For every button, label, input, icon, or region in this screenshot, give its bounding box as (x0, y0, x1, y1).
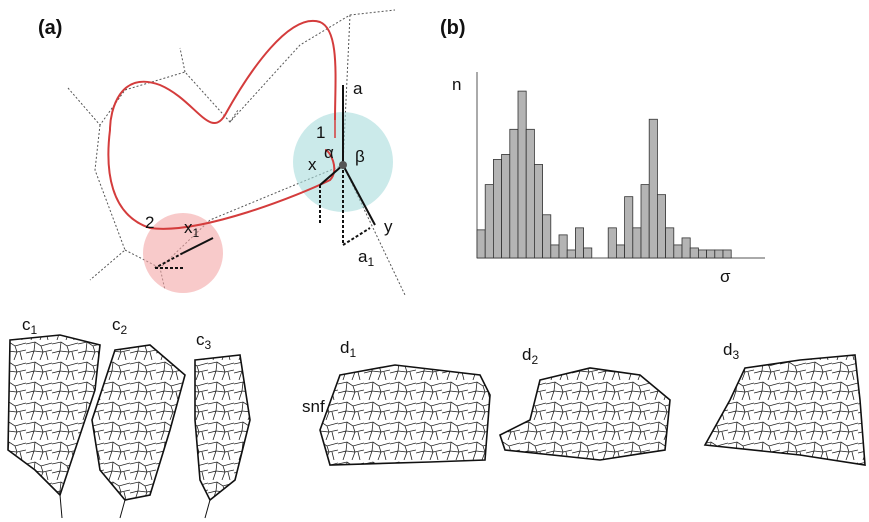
axis-label: n (452, 75, 461, 94)
bar (674, 245, 682, 258)
bar (493, 159, 501, 258)
bar (551, 245, 559, 258)
bar (584, 248, 592, 258)
panel-label: (b) (440, 17, 466, 39)
bar (526, 129, 534, 258)
figure: (a) a 1 α β x y 2 x1 a1 (b) n σ (0, 0, 869, 522)
bar (723, 250, 731, 258)
bar (567, 250, 575, 258)
panel-label: d1 (340, 338, 356, 360)
panel-label: d3 (723, 340, 739, 362)
bar (510, 129, 518, 258)
bar (682, 238, 690, 258)
bar (502, 154, 510, 258)
label: x (308, 155, 317, 174)
bar (518, 91, 526, 258)
bar (477, 230, 485, 258)
bar (707, 250, 715, 258)
label: β (355, 147, 365, 166)
label: 1 (316, 123, 325, 142)
bar (575, 228, 583, 258)
label: snf (302, 397, 325, 416)
panel-label: d2 (522, 345, 538, 367)
label: a (353, 79, 363, 98)
trajectory (108, 21, 335, 229)
label: 2 (145, 213, 154, 232)
axis-label: σ (720, 267, 731, 286)
panel-label: (a) (38, 17, 62, 39)
panel-label: c2 (112, 315, 128, 337)
bar (641, 185, 649, 258)
panel-label: c3 (196, 330, 212, 352)
bar (657, 195, 665, 258)
panel-d: d1 d2 d3 snf (302, 338, 865, 465)
bar (559, 235, 567, 258)
bar (666, 228, 674, 258)
bar (616, 245, 624, 258)
bar (485, 185, 493, 258)
panel-label: c1 (22, 315, 38, 337)
label: y (384, 217, 393, 236)
label: α (324, 143, 334, 162)
bar (543, 215, 551, 258)
bar (698, 250, 706, 258)
bar (625, 197, 633, 258)
bar (715, 250, 723, 258)
label: a1 (358, 247, 374, 269)
panel-c: c1 c2 c3 (8, 315, 250, 518)
bar (608, 228, 616, 258)
bar (690, 248, 698, 258)
bar (649, 119, 657, 258)
panel-b: (b) n σ (440, 17, 765, 286)
panel-a: (a) a 1 α β x y 2 x1 a1 (38, 10, 405, 295)
bar (633, 228, 641, 258)
bar (534, 164, 542, 258)
